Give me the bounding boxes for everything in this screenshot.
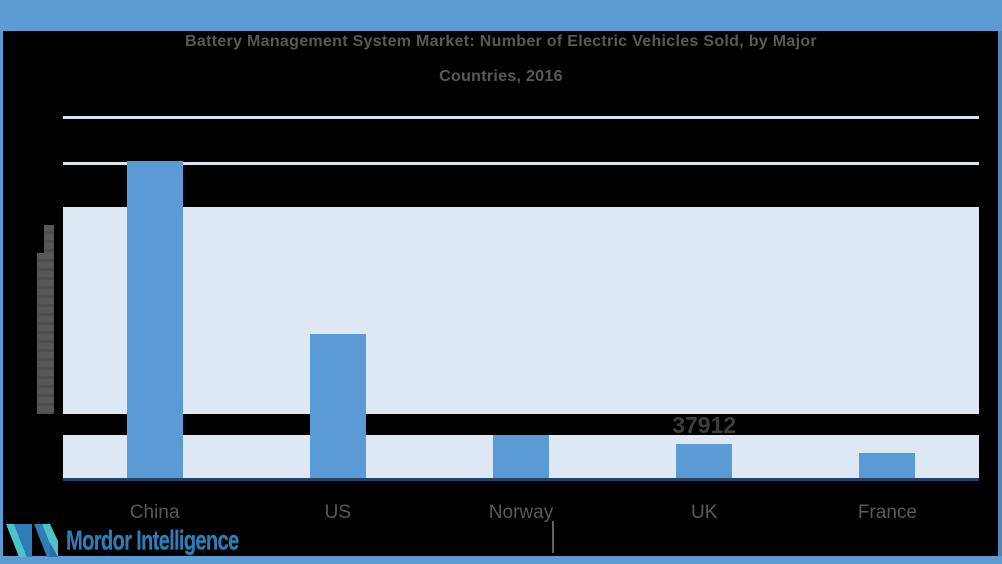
x-axis-line	[63, 478, 979, 481]
gridline	[63, 116, 979, 119]
bar-norway	[493, 435, 549, 478]
y-axis-title-smudge	[37, 253, 54, 414]
chart-title-line-2: Countries, 2016	[439, 68, 563, 85]
frame-top-bar	[0, 0, 1002, 31]
gridline	[63, 162, 979, 165]
frame-right-border	[998, 31, 1002, 564]
mordor-intelligence-logo-icon	[6, 524, 58, 557]
bar-uk	[676, 443, 733, 478]
y-axis-title-smudge	[44, 225, 54, 253]
chart-title-line-1: Battery Management System Market: Number…	[185, 33, 817, 50]
category-label-us: US	[324, 502, 351, 523]
bar-us	[309, 334, 366, 478]
frame-left-border	[0, 31, 3, 564]
plot-area-band	[63, 207, 979, 414]
category-label-norway: Norway	[488, 502, 554, 523]
category-label-china: China	[129, 502, 180, 523]
category-label-uk: UK	[690, 502, 718, 523]
bar-france	[859, 453, 916, 478]
stray-cursor-line	[552, 521, 554, 553]
category-label-france: France	[857, 502, 917, 523]
frame-bottom-bar	[0, 556, 1002, 564]
brand-watermark-text: Mordor Intelligence	[66, 524, 239, 555]
data-label-uk: 37912	[672, 411, 737, 438]
bar-china	[126, 161, 183, 478]
brand-watermark: Mordor Intelligence	[6, 523, 296, 557]
